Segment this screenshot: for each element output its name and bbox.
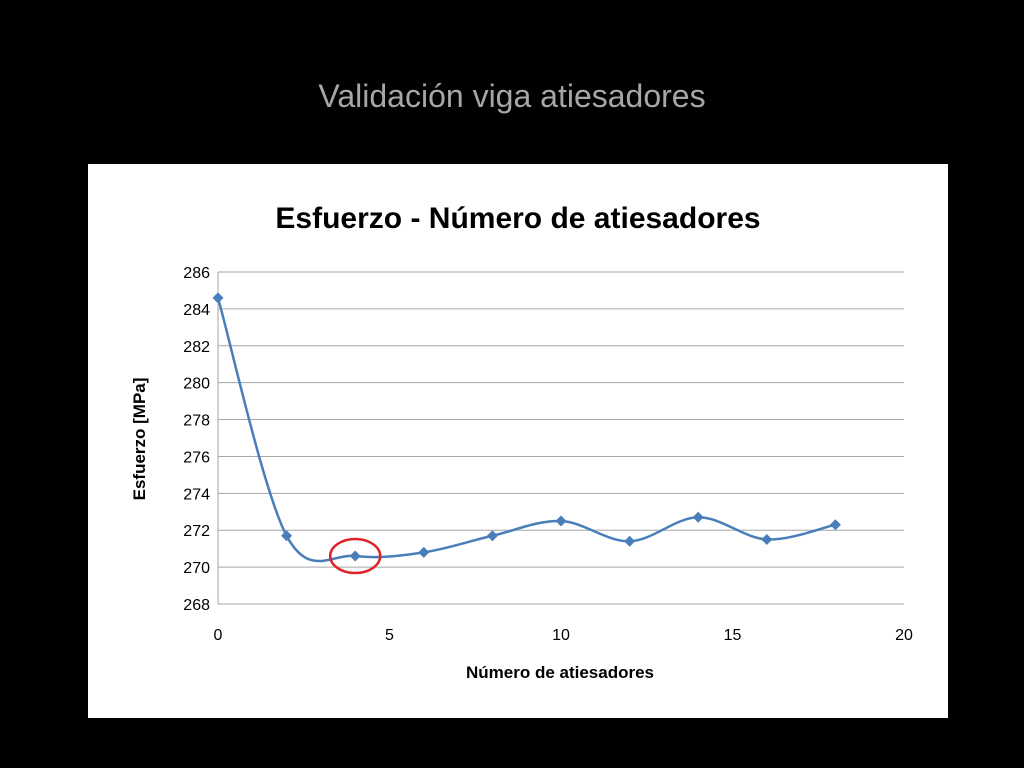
- data-point-marker: [486, 530, 498, 542]
- y-tick-label: 278: [183, 413, 210, 430]
- chart-panel: Esfuerzo - Número de atiesadores 268 270 2…: [88, 164, 948, 718]
- y-tick-label: 284: [183, 302, 210, 319]
- y-tick-label: 286: [183, 265, 210, 282]
- x-tick-labels: 0 5 10 15 20: [214, 627, 913, 644]
- y-tick-label: 268: [183, 597, 210, 614]
- data-point-marker: [349, 550, 361, 562]
- data-point-marker: [418, 546, 430, 558]
- highlight-circle: [328, 537, 382, 575]
- y-tick-label: 270: [183, 560, 210, 577]
- x-axis-label: Número de atiesadores: [466, 663, 654, 682]
- chart-title: Esfuerzo - Número de atiesadores: [275, 202, 760, 235]
- y-tick-label: 272: [183, 523, 210, 540]
- data-point-marker: [761, 533, 773, 545]
- series-markers: [212, 292, 841, 562]
- x-tick-label: 20: [895, 627, 913, 644]
- y-tick-labels: 268 270 272 274 276 278 280 282 284 286: [183, 265, 210, 614]
- y-axis-label: Esfuerzo [MPa]: [130, 378, 149, 501]
- data-point-marker: [212, 292, 224, 304]
- x-tick-label: 10: [552, 627, 570, 644]
- slide-title: Validación viga atiesadores: [318, 78, 706, 114]
- data-point-marker: [692, 511, 704, 523]
- data-point-marker: [281, 530, 293, 542]
- y-tick-label: 274: [183, 486, 210, 503]
- series-line: [216, 297, 836, 563]
- x-tick-label: 5: [385, 627, 394, 644]
- y-tick-label: 276: [183, 449, 210, 466]
- chart-svg: Esfuerzo - Número de atiesadores 2682702…: [130, 202, 913, 682]
- grid-lines: [217, 271, 904, 605]
- x-tick-label: 15: [724, 627, 742, 644]
- data-point-marker: [555, 515, 567, 527]
- y-tick-label: 282: [183, 339, 210, 356]
- x-tick-label: 0: [214, 627, 223, 644]
- y-tick-label: 280: [183, 376, 210, 393]
- data-point-marker: [829, 519, 841, 531]
- data-point-marker: [624, 535, 636, 547]
